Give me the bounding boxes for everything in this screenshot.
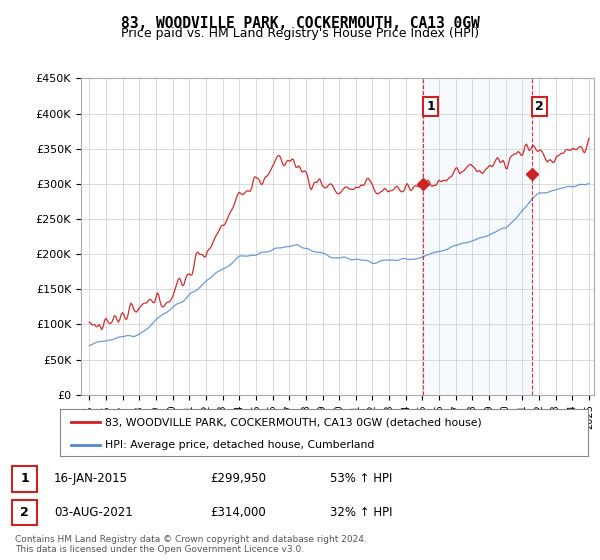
Text: 1: 1 bbox=[20, 472, 29, 486]
Text: HPI: Average price, detached house, Cumberland: HPI: Average price, detached house, Cumb… bbox=[105, 440, 374, 450]
Text: 1: 1 bbox=[427, 100, 435, 113]
Text: 83, WOODVILLE PARK, COCKERMOUTH, CA13 0GW (detached house): 83, WOODVILLE PARK, COCKERMOUTH, CA13 0G… bbox=[105, 417, 482, 427]
Bar bbox=[12, 500, 37, 525]
Text: 2: 2 bbox=[20, 506, 29, 519]
Text: 03-AUG-2021: 03-AUG-2021 bbox=[54, 506, 133, 519]
Text: 2: 2 bbox=[535, 100, 544, 113]
Text: £314,000: £314,000 bbox=[210, 506, 266, 519]
Bar bbox=[12, 466, 37, 492]
Text: 83, WOODVILLE PARK, COCKERMOUTH, CA13 0GW: 83, WOODVILLE PARK, COCKERMOUTH, CA13 0G… bbox=[121, 16, 479, 31]
Text: Contains HM Land Registry data © Crown copyright and database right 2024.: Contains HM Land Registry data © Crown c… bbox=[15, 535, 367, 544]
Text: 32% ↑ HPI: 32% ↑ HPI bbox=[330, 506, 392, 519]
Text: 53% ↑ HPI: 53% ↑ HPI bbox=[330, 472, 392, 486]
Text: £299,950: £299,950 bbox=[210, 472, 266, 486]
Text: Price paid vs. HM Land Registry's House Price Index (HPI): Price paid vs. HM Land Registry's House … bbox=[121, 27, 479, 40]
Text: This data is licensed under the Open Government Licence v3.0.: This data is licensed under the Open Gov… bbox=[15, 545, 304, 554]
Bar bbox=[423, 78, 532, 395]
Text: 16-JAN-2015: 16-JAN-2015 bbox=[54, 472, 128, 486]
